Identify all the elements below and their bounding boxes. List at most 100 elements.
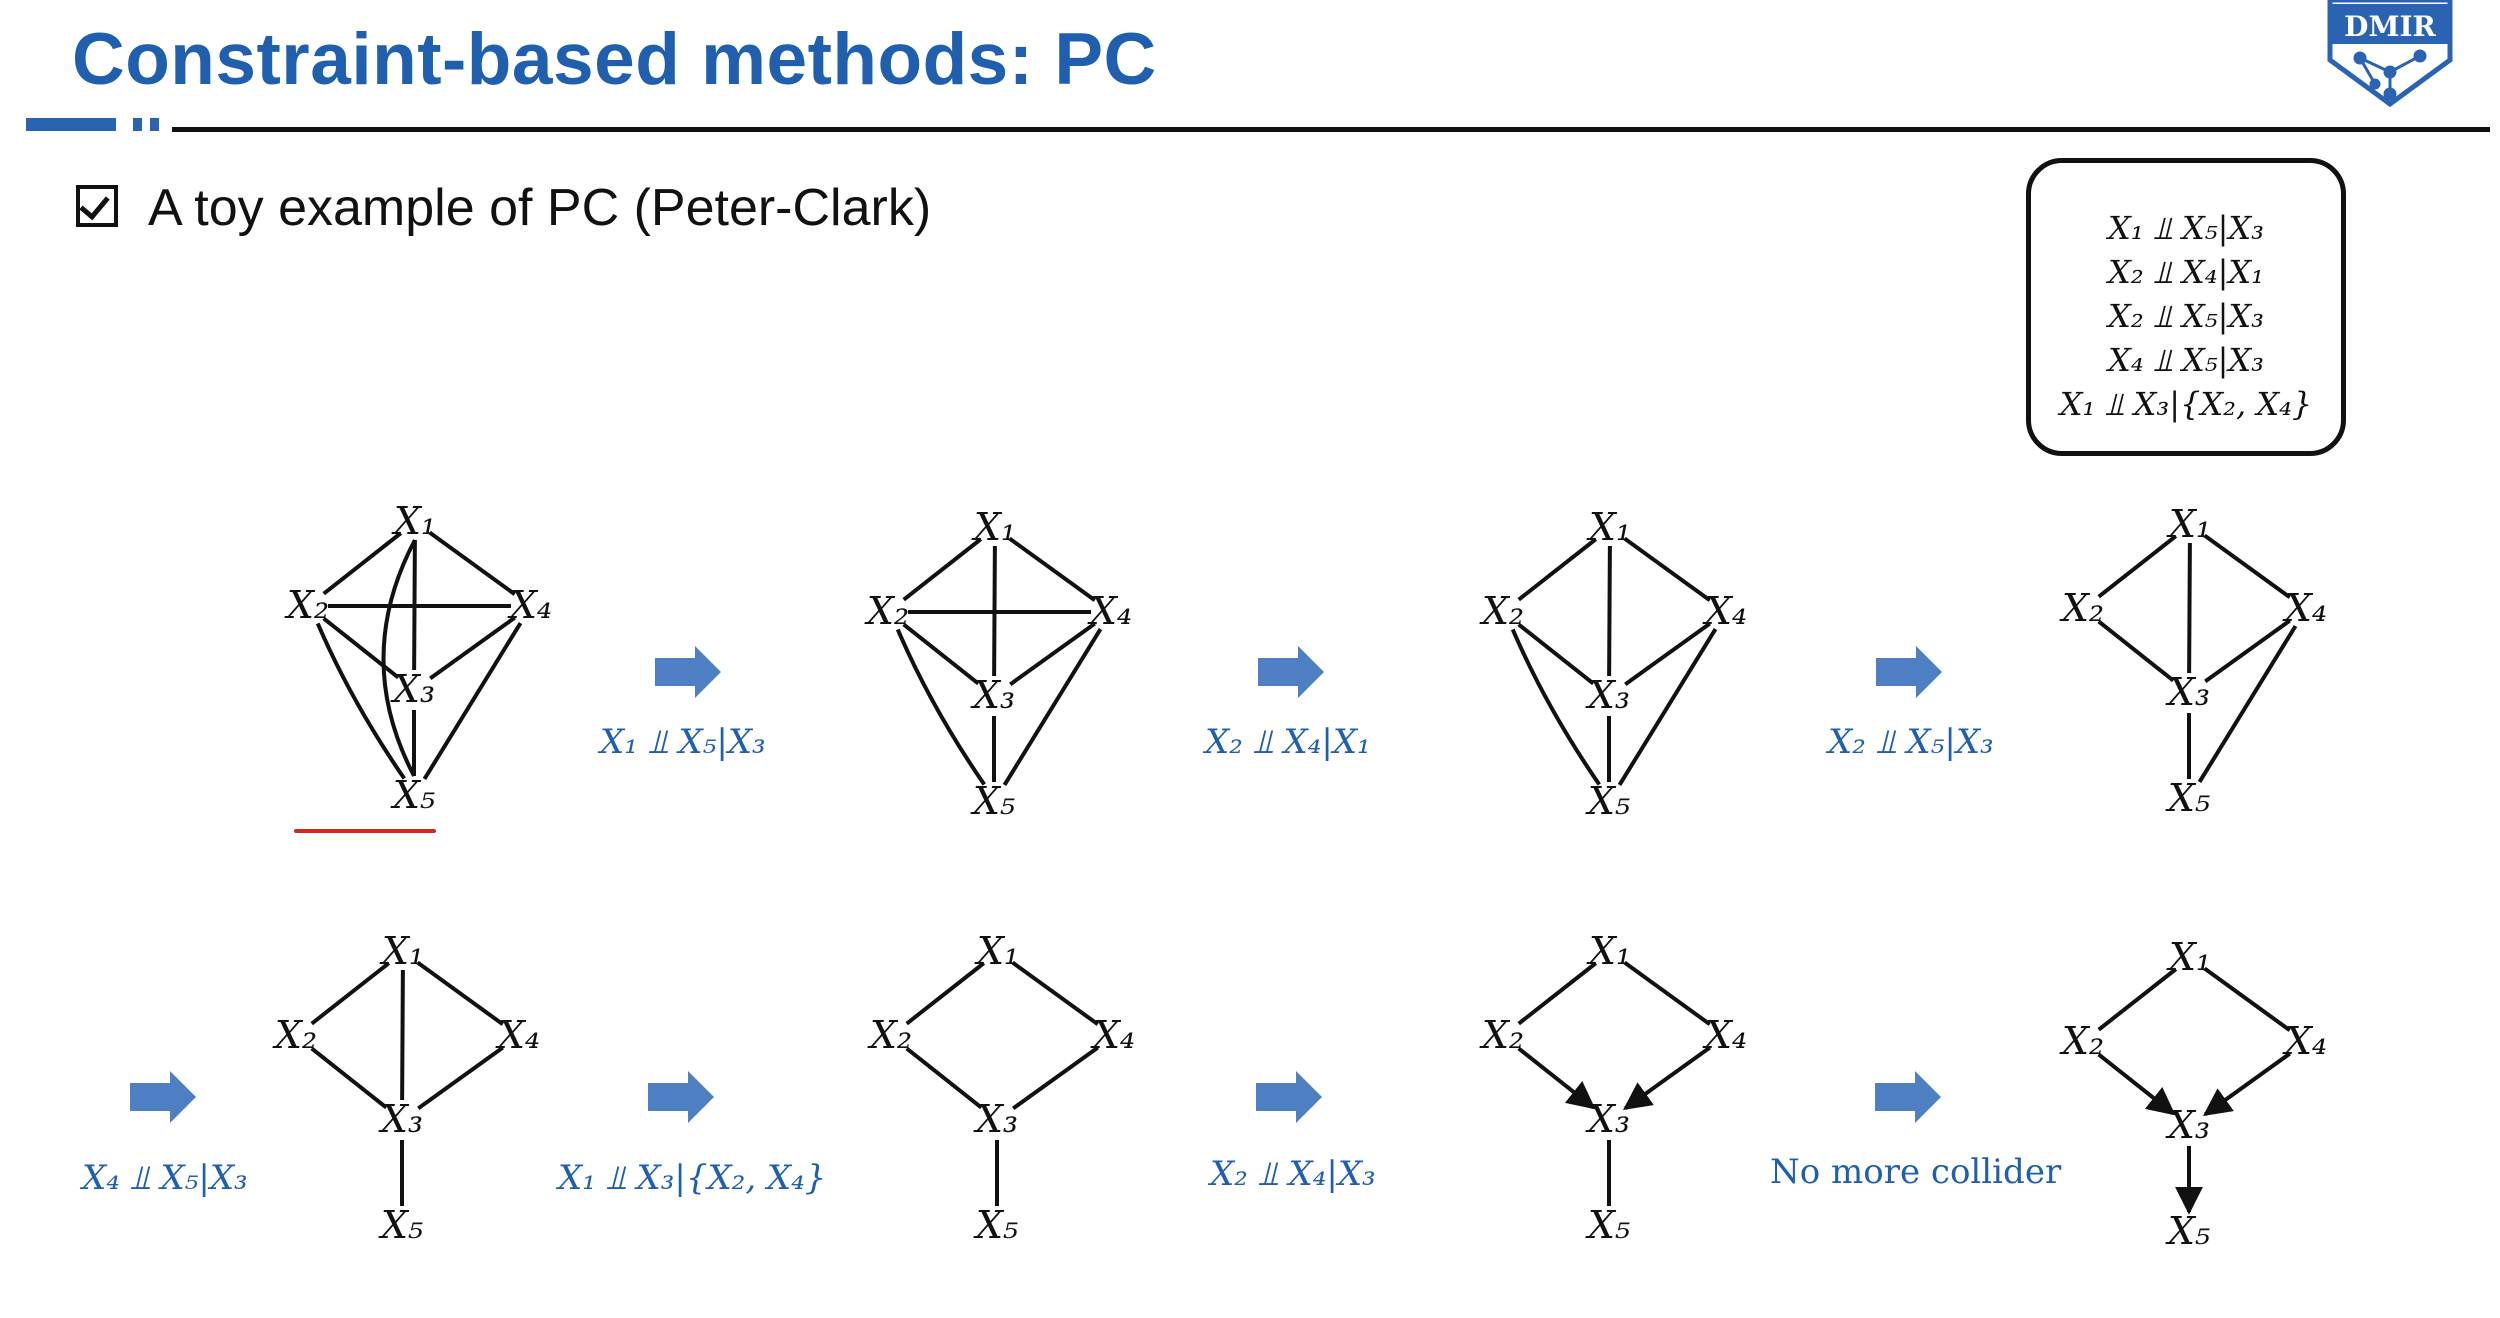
- independence-statement: X₄ ⫫ X₅|X₃: [2108, 341, 2264, 379]
- edge-X3-X4: [1009, 622, 1096, 686]
- node-x3: X₃: [378, 1097, 423, 1141]
- edge-X1-X4: [1008, 536, 1096, 602]
- transition-label: X₁ ⫫ X₅|X₃: [600, 722, 766, 762]
- flow-arrow-icon: [648, 1071, 714, 1123]
- edge-X1-X4: [1623, 536, 1711, 602]
- title-rule: [172, 127, 2490, 132]
- flow-arrow-icon: [130, 1071, 196, 1123]
- flow-arrow-icon: [655, 646, 721, 698]
- node-x4: X₄: [495, 1013, 540, 1057]
- node-x3: X₃: [973, 1097, 1018, 1141]
- edge-X2-X5: [315, 622, 406, 780]
- edge-X2-X5: [895, 628, 986, 786]
- node-x2: X₂: [867, 1013, 912, 1057]
- edge-X1-X2: [2097, 534, 2178, 599]
- directed-edge-X4-X3: [2202, 1052, 2291, 1116]
- flow-arrow-icon: [1256, 1071, 1322, 1123]
- edge-X2-X3: [310, 1046, 388, 1110]
- directed-edge-X4-X3: [1622, 1046, 1711, 1110]
- transition-label: No more collider: [1770, 1152, 2062, 1192]
- edge-X1-X4: [416, 960, 504, 1026]
- directed-edge-X2-X3: [2097, 1052, 2176, 1116]
- node-x4: X₄: [1090, 1013, 1135, 1057]
- transition-label: X₂ ⫫ X₄|X₃: [1210, 1154, 1376, 1194]
- node-x1: X₁: [1586, 505, 1631, 549]
- node-x2: X₂: [1479, 1013, 1524, 1057]
- edge-X1-X2: [902, 537, 983, 602]
- edge-X4-X5: [422, 621, 523, 781]
- graph-step: X₁ X₂ X₃ X₄ X₅: [284, 499, 552, 817]
- edge-X2-X3: [905, 1046, 983, 1110]
- edge-X4-X5: [2197, 624, 2298, 784]
- transition-label: X₁ ⫫ X₃|{X₂, X₄}: [558, 1158, 827, 1198]
- highlight-underline: [294, 829, 436, 833]
- node-x3: X₃: [970, 673, 1015, 717]
- edge-X3-X4: [429, 616, 516, 680]
- node-x3: X₃: [2165, 670, 2210, 714]
- graph-step: X₁ X₂ X₃ X₄ X₅: [2059, 502, 2327, 820]
- edge-X4-X5: [1617, 627, 1718, 787]
- node-x2: X₂: [2059, 1019, 2104, 1063]
- node-x2: X₂: [864, 589, 909, 633]
- node-x1: X₁: [971, 505, 1016, 549]
- graph-step: X₁ X₂ X₃ X₄ X₅: [867, 929, 1135, 1247]
- node-x5: X₅: [1585, 1203, 1630, 1247]
- dmir-logo: DMIR: [2327, 0, 2453, 108]
- page-title: Constraint-based methods: PC: [72, 19, 1157, 100]
- node-x1: X₁: [379, 929, 424, 973]
- node-x1: X₁: [2166, 935, 2211, 979]
- edge-X1-X3: [1607, 545, 1612, 677]
- edge-X1-X4: [428, 530, 516, 596]
- flow-arrow-icon: [1875, 1071, 1941, 1123]
- edge-X2-X5: [1510, 628, 1601, 786]
- independence-statement: X₁ ⫫ X₃|{X₂, X₄}: [2059, 385, 2313, 423]
- node-x5: X₅: [2165, 776, 2210, 820]
- title-accent-bar: [26, 118, 116, 131]
- edge-X1-X4: [2203, 966, 2291, 1032]
- node-x2: X₂: [284, 583, 329, 627]
- edge-X1-X2: [2097, 967, 2178, 1032]
- node-x5: X₅: [1585, 779, 1630, 823]
- edge-X1-X4: [1623, 960, 1711, 1026]
- node-x3: X₃: [1585, 673, 1630, 717]
- node-x5: X₅: [390, 773, 435, 817]
- edge-X1-X4: [2203, 533, 2291, 599]
- edge-X1-X3: [400, 969, 405, 1101]
- edge-X1-X3: [2187, 542, 2192, 674]
- node-x3: X₃: [2165, 1103, 2210, 1147]
- node-x1: X₁: [391, 499, 436, 543]
- node-x4: X₄: [2282, 586, 2327, 630]
- edge-X1-X4: [1011, 960, 1099, 1026]
- node-x5: X₅: [973, 1203, 1018, 1247]
- edge-X3-X4: [1624, 622, 1711, 686]
- node-x1: X₁: [1586, 929, 1631, 973]
- node-x2: X₂: [1479, 589, 1524, 633]
- title-accent-dash: [150, 118, 159, 131]
- transition-label: X₂ ⫫ X₅|X₃: [1828, 722, 1994, 762]
- edge-X1-X2: [310, 961, 391, 1026]
- node-x1: X₁: [2166, 502, 2211, 546]
- checkbox-icon: [76, 185, 118, 228]
- graph-step: X₁ X₂ X₃ X₄ X₅: [1479, 505, 1747, 823]
- node-x4: X₄: [1702, 589, 1747, 633]
- edge-X1-X5: [381, 539, 417, 777]
- graph-step: X₁ X₂ X₃ X₄ X₅: [1479, 929, 1747, 1247]
- title-accent-dash: [133, 118, 142, 131]
- edge-X2-X3: [2097, 619, 2175, 683]
- graph-step: X₁ X₂ X₃ X₄ X₅: [272, 929, 540, 1247]
- node-x2: X₂: [2059, 586, 2104, 630]
- node-x5: X₅: [378, 1203, 423, 1247]
- edge-X2-X3: [1517, 622, 1595, 686]
- edge-X1-X2: [322, 531, 403, 596]
- bullet-item: A toy example of PC (Peter-Clark): [76, 178, 931, 238]
- edge-X1-X2: [1517, 961, 1598, 1026]
- node-x4: X₄: [507, 583, 552, 627]
- transition-label: X₄ ⫫ X₅|X₃: [82, 1158, 248, 1198]
- node-x4: X₄: [1702, 1013, 1747, 1057]
- edge-X3-X4: [1012, 1046, 1099, 1110]
- edge-X3-X4: [2204, 619, 2291, 683]
- node-x5: X₅: [2165, 1209, 2210, 1253]
- node-x5: X₅: [970, 779, 1015, 823]
- independence-statement: X₂ ⫫ X₄|X₁: [2108, 253, 2264, 291]
